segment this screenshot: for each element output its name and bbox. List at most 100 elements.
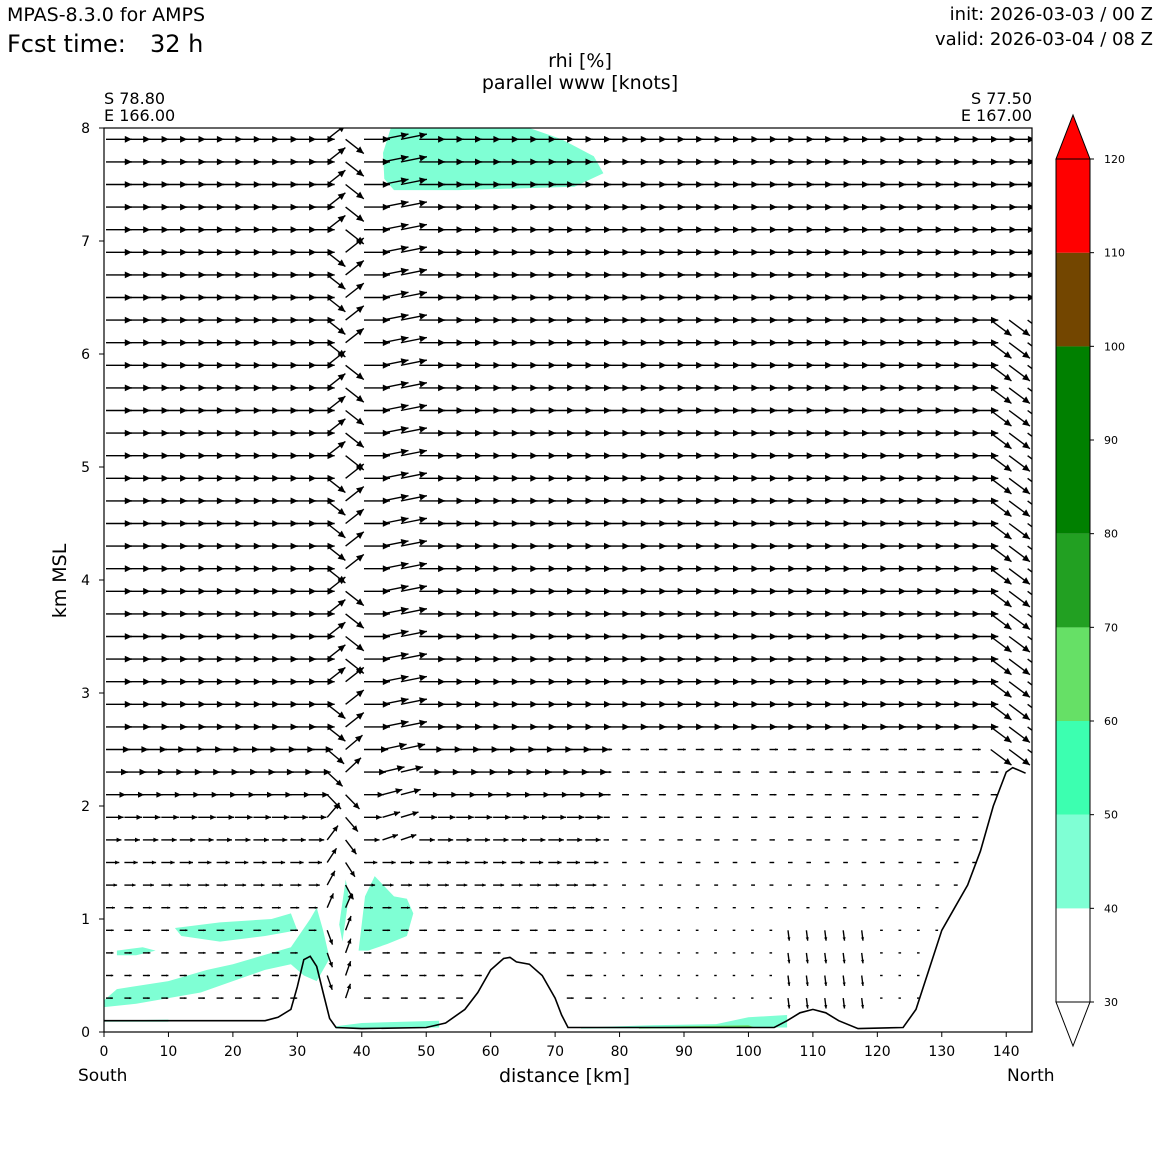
wind-vector — [548, 883, 560, 887]
wind-vector — [437, 974, 445, 977]
wind-vector — [364, 655, 390, 663]
left-endpoint-lat: S 78.80 — [104, 89, 166, 108]
wind-vector — [308, 837, 325, 843]
wind-vector — [345, 862, 356, 878]
wind-vector — [806, 748, 815, 751]
right-endpoint-lon: E 167.00 — [960, 106, 1032, 125]
wind-vector — [400, 426, 428, 434]
wind-vector — [124, 974, 132, 977]
terrain-line — [104, 766, 1026, 1030]
south-label: South — [78, 1066, 128, 1086]
wind-vector — [880, 907, 884, 909]
wind-vector — [179, 974, 187, 977]
wind-vector — [677, 907, 681, 909]
wind-vector — [382, 788, 403, 796]
wind-vector — [585, 837, 601, 843]
wind-vector — [788, 907, 792, 909]
wind-vector — [861, 975, 865, 986]
wind-vector — [419, 974, 427, 977]
wind-vector — [953, 793, 961, 796]
wind-vector — [493, 883, 505, 887]
wind-vector — [493, 814, 511, 820]
wind-vector — [566, 951, 575, 954]
wind-vector — [990, 748, 1012, 766]
wind-vector — [456, 791, 476, 798]
wind-vector — [400, 200, 428, 208]
wind-vector — [382, 697, 409, 705]
wind-vector — [658, 884, 663, 886]
x-tick-label: 0 — [100, 1044, 109, 1060]
wind-vector — [400, 358, 428, 366]
wind-vector — [990, 703, 1012, 721]
wind-vector — [216, 997, 224, 1000]
wind-vector — [382, 719, 409, 728]
wind-vector — [400, 380, 428, 389]
wind-vector — [566, 814, 585, 820]
wind-vector — [861, 793, 869, 796]
chart-title-line1: rhi [%] — [548, 50, 612, 72]
wind-vector — [677, 997, 680, 999]
wind-vector — [474, 883, 486, 887]
wind-vector — [124, 951, 132, 954]
wind-vector — [898, 952, 902, 954]
colorbar-tick-label: 80 — [1104, 528, 1118, 541]
wind-vector — [344, 915, 352, 931]
wind-vector — [400, 584, 428, 592]
wind-vector — [1027, 613, 1032, 619]
wind-vector — [990, 522, 1012, 540]
wind-vector — [548, 837, 564, 843]
wind-vector — [326, 975, 333, 991]
wind-vector — [1027, 726, 1032, 732]
wind-vector — [880, 816, 887, 819]
wind-vector — [345, 183, 365, 200]
wind-vector — [898, 884, 903, 886]
wind-vector — [382, 448, 409, 457]
wind-vector — [1027, 500, 1032, 506]
wind-vector — [566, 837, 583, 843]
wind-vector — [326, 214, 346, 231]
wind-vector — [290, 951, 298, 954]
wind-vector — [364, 929, 372, 932]
wind-vector — [511, 860, 525, 865]
wind-vector — [548, 791, 569, 798]
wind-vector — [364, 906, 373, 909]
wind-vector — [1008, 500, 1031, 518]
wind-vector — [622, 997, 625, 999]
wind-vector — [216, 837, 232, 843]
wind-vector — [548, 929, 556, 932]
x-tick-label: 110 — [800, 1044, 827, 1060]
wind-vector — [198, 837, 214, 843]
wind-vector — [419, 951, 427, 954]
wind-vector — [345, 206, 365, 222]
wind-vector — [364, 203, 390, 211]
wind-vector — [400, 883, 412, 887]
x-tick-label: 70 — [546, 1044, 564, 1060]
wind-vector — [658, 997, 662, 999]
wind-vector — [161, 837, 177, 843]
wind-vector — [788, 748, 797, 751]
wind-vector — [142, 883, 154, 887]
rh-region — [580, 1015, 788, 1029]
wind-vector — [677, 929, 680, 931]
wind-vector — [326, 251, 346, 268]
wind-vector — [364, 860, 378, 865]
wind-vector — [382, 403, 409, 412]
wind-vector — [235, 791, 255, 798]
wind-vector — [898, 748, 907, 751]
wind-vector — [529, 883, 541, 887]
wind-vector — [898, 907, 902, 909]
wind-vector — [345, 794, 361, 810]
wind-vector — [493, 929, 501, 932]
x-tick-label: 20 — [224, 1044, 242, 1060]
wind-vector — [695, 974, 699, 977]
wind-vector — [805, 998, 809, 1009]
wind-vector — [842, 998, 846, 1009]
wind-vector — [345, 138, 365, 155]
wind-vector — [1008, 681, 1031, 698]
wind-vector — [548, 906, 558, 909]
wind-vector — [622, 839, 628, 841]
wind-vector — [474, 837, 491, 843]
wind-vector — [917, 952, 920, 954]
wind-vector — [345, 387, 365, 403]
wind-vector — [861, 998, 865, 1009]
